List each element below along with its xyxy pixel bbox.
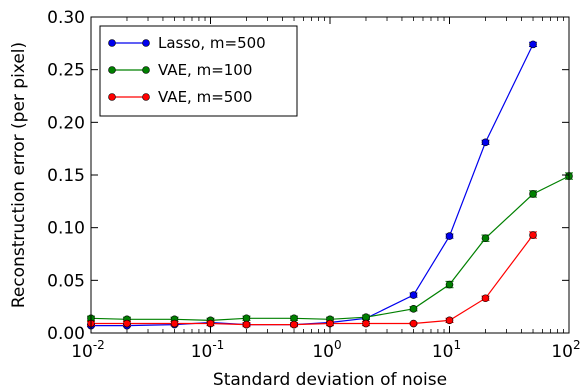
x-tick-label: 10-1 <box>191 338 225 362</box>
data-point <box>123 319 131 328</box>
data-point <box>481 138 490 147</box>
legend-box <box>99 25 298 117</box>
data-point <box>481 294 490 303</box>
y-tick-label: 0.00 <box>47 324 85 344</box>
data-point <box>481 234 490 242</box>
series-line <box>91 234 534 326</box>
data-point <box>362 319 370 328</box>
data-point <box>326 319 334 328</box>
y-tick-label: 0.25 <box>47 61 85 81</box>
legend: Lasso, m=500 VAE, m=100 VAE, m=500 <box>99 25 298 117</box>
legend-marker <box>108 39 116 47</box>
legend-label: VAE, m=500 <box>158 88 252 106</box>
data-point <box>445 316 454 325</box>
data-point <box>290 320 298 329</box>
y-tick-label: 0.05 <box>47 271 85 291</box>
x-tick-label: 10-2 <box>71 338 105 362</box>
series-1 <box>87 172 573 325</box>
data-point <box>242 320 251 329</box>
axis-ticks: 10-2 10-1 100 101 102 0.00 0.05 0.10 0.15 0.20 0.2… <box>47 8 581 362</box>
data-point <box>529 231 537 239</box>
legend-marker <box>142 93 150 101</box>
x-tick-label: 101 <box>432 338 461 362</box>
legend-item-0: Lasso, m=500 <box>108 34 266 52</box>
y-tick-label: 0.10 <box>47 219 85 239</box>
data-point <box>409 304 418 313</box>
y-tick-label: 0.30 <box>47 8 85 28</box>
legend-label: Lasso, m=500 <box>158 34 266 52</box>
data-point <box>529 40 537 49</box>
x-tick-label: 100 <box>312 338 341 362</box>
legend-marker <box>108 66 116 74</box>
data-point <box>445 280 454 289</box>
x-tick-label: 102 <box>551 338 580 362</box>
data-point <box>362 313 370 322</box>
legend-marker <box>142 39 150 47</box>
legend-marker <box>142 66 150 74</box>
y-tick-label: 0.20 <box>47 113 85 133</box>
y-tick-label: 0.15 <box>47 166 85 186</box>
series-line <box>90 175 570 322</box>
data-point <box>206 319 215 328</box>
data-point <box>529 190 537 198</box>
series-2 <box>87 231 538 329</box>
x-axis-label: Standard deviation of noise <box>213 370 447 390</box>
data-point <box>290 314 298 323</box>
data-point <box>170 319 179 328</box>
y-axis-label: Reconstruction error (per pixel) <box>9 42 29 308</box>
legend-item-2: VAE, m=500 <box>108 88 252 106</box>
legend-marker <box>108 93 116 101</box>
data-point <box>242 314 251 323</box>
data-point <box>409 291 418 299</box>
legend-label: VAE, m=100 <box>158 61 252 79</box>
legend-item-1: VAE, m=100 <box>108 61 252 79</box>
data-point <box>409 319 418 328</box>
data-point <box>445 232 454 240</box>
